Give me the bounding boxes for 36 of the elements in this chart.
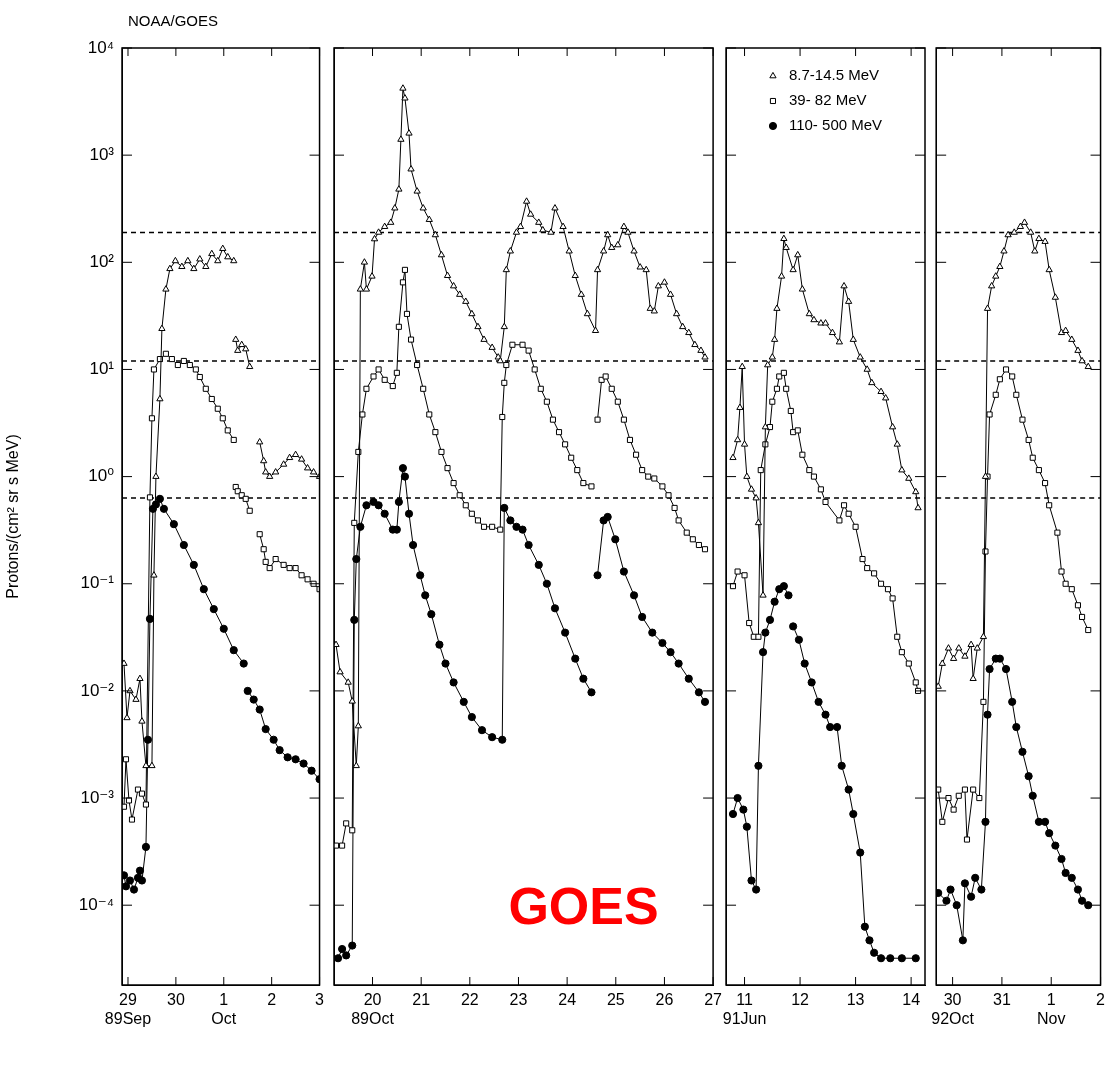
x-tick-label: 27 [704, 991, 723, 1009]
x-tick-label: 24 [558, 991, 577, 1009]
x-tick-label: 30 92Oct [931, 991, 975, 1028]
x-tick-label: 20 89Oct [351, 991, 395, 1028]
y-tick-label: 10⁻² [80, 680, 115, 700]
y-tick-label: 10⁻⁴ [78, 894, 114, 914]
legend-label: 8.7-14.5 MeV [788, 66, 880, 84]
x-tick-label: 30 [166, 991, 185, 1009]
x-tick-label: 1 Oct [211, 991, 237, 1028]
x-tick-label: 12 [791, 991, 810, 1009]
x-tick-label: 13 [846, 991, 865, 1009]
x-tick-label: 31 [993, 991, 1011, 1009]
y-tick-label: 10⁻¹ [80, 573, 115, 593]
x-tick-label: 29 89Sep [104, 991, 152, 1028]
x-tick-label: 23 [509, 991, 528, 1009]
x-tick-label: 14 [902, 991, 921, 1009]
legend-label: 110- 500 MeV [788, 116, 883, 134]
y-tick-label: 10¹ [89, 359, 115, 379]
y-tick-label: 10² [89, 251, 115, 271]
x-tick-label: 22 [460, 991, 479, 1009]
y-tick-label: 10⁻³ [80, 787, 115, 807]
y-tick-label: 10⁰ [88, 466, 115, 486]
x-tick-label: 26 [655, 991, 674, 1009]
annotation: GOES [508, 877, 659, 936]
x-tick-label: 21 [412, 991, 431, 1009]
x-tick-label: 2 [1096, 991, 1106, 1009]
chart-title: NOAA/GOES [128, 12, 219, 29]
legend-label: 39- 82 MeV [788, 91, 867, 109]
y-tick-label: 10⁴ [87, 37, 114, 57]
x-tick-label: 25 [606, 991, 625, 1009]
x-tick-label: 1 Nov [1037, 991, 1066, 1028]
y-axis-title: Protons/(cm² sr s MeV) [4, 434, 22, 599]
x-tick-label: 2 [267, 991, 277, 1009]
y-tick-label: 10³ [89, 144, 115, 164]
x-tick-label: 11 91Jun [722, 991, 767, 1028]
x-tick-label: 3 [315, 991, 325, 1009]
